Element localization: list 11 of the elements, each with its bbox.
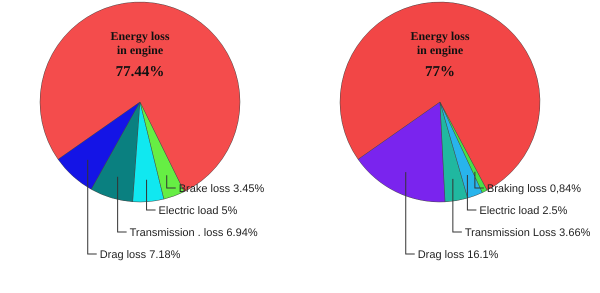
slice-label: Drag loss 7.18% xyxy=(100,249,181,261)
slice-label: Energy loss in engine xyxy=(110,29,170,57)
slice-label: Energy loss in engine xyxy=(410,29,470,57)
slice-label: Braking loss 0,84% xyxy=(486,183,582,195)
slice-label: Electric load 5% xyxy=(158,205,238,217)
slice-label: Electric load 2.5% xyxy=(479,205,568,217)
slice-label: Drag loss 16.1% xyxy=(418,249,499,261)
data-label: 77% xyxy=(425,64,455,80)
data-label: 77.44% xyxy=(116,64,164,80)
slice-label: Transmission Loss 3.66% xyxy=(464,227,591,239)
slice-label: Transmission . loss 6.94% xyxy=(130,227,258,239)
